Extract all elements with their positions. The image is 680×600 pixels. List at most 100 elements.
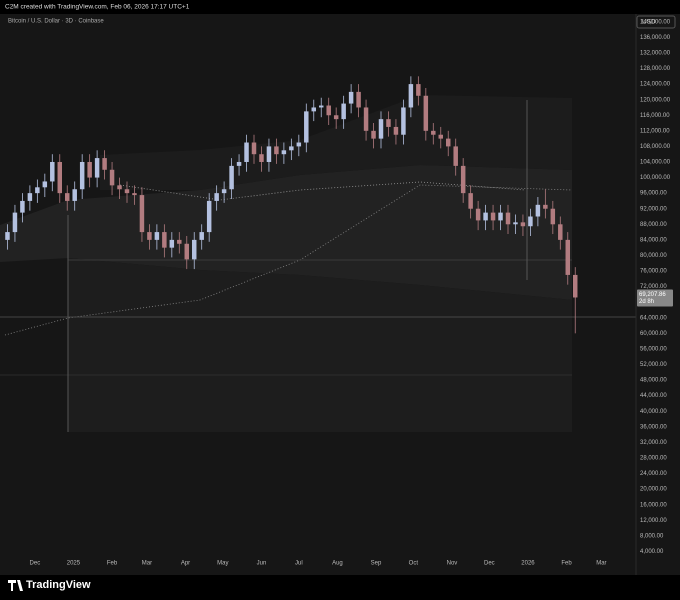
candle-body [139,195,145,233]
y-tick-label: 92,000.00 [640,206,667,212]
y-tick-label: 8,000.00 [640,533,664,539]
y-tick-label: 24,000.00 [640,471,667,477]
y-tick-label: 84,000.00 [640,237,667,243]
candle-body [318,105,324,108]
y-tick-label: 4,000.00 [640,549,664,555]
y-tick-label: 80,000.00 [640,253,667,259]
y-tick-label: 136,000.00 [640,35,671,41]
x-tick-label: Nov [447,561,458,567]
candle-body [423,95,429,131]
candle-body [50,161,55,182]
candle-body [184,243,190,260]
candle-body [72,189,77,201]
y-tick-label: 140,000.00 [640,19,671,25]
candle-body [378,119,384,139]
candle-body [304,111,309,143]
candle-body [498,212,503,221]
y-tick-label: 60,000.00 [640,331,667,337]
candle-body [20,200,25,213]
candle-body [513,222,518,225]
y-tick-label: 108,000.00 [640,144,671,150]
candle-body [57,161,63,194]
candle-body [468,193,473,209]
candle-body [408,84,414,108]
y-tick-label: 52,000.00 [640,362,667,368]
candle-body [438,134,444,139]
candle-body [393,126,399,135]
candle-body [191,239,197,260]
logo-mark [8,580,23,591]
candle-body [5,232,10,240]
candle-body [475,208,481,221]
candle-body [214,193,219,201]
candle-body [572,274,578,298]
y-tick-label: 104,000.00 [640,160,671,166]
countdown: 2d 8h [639,299,654,305]
x-tick-label: Oct [409,561,419,567]
candle-body [460,165,466,194]
candle-body [35,187,40,194]
candle-body [177,239,182,244]
y-tick-label: 72,000.00 [640,284,667,290]
y-tick-label: 124,000.00 [640,82,671,88]
candle-body [27,193,33,201]
candle-body [162,232,167,248]
x-tick-label: Feb [107,561,118,567]
x-tick-label: Mar [596,561,606,567]
candle-body [236,161,242,166]
x-tick-label: Mar [142,561,152,567]
candle-body [520,222,526,227]
candle-body [229,165,234,190]
y-tick-label: 76,000.00 [640,269,667,275]
y-tick-label: 48,000.00 [640,378,667,384]
candle-body [333,115,339,120]
y-tick-label: 120,000.00 [640,97,671,103]
y-tick-label: 44,000.00 [640,393,667,399]
candle-body [266,146,272,162]
candle-body [87,161,92,178]
candle-body [109,169,115,186]
candle-body [550,208,556,225]
y-tick-label: 96,000.00 [640,191,667,197]
candle-body [386,119,391,127]
candle-body [251,142,257,155]
currency-box[interactable] [636,15,676,29]
x-tick-label: Feb [561,561,572,567]
candle-body [558,224,563,240]
x-tick-label: Apr [181,561,190,567]
candle-body [535,204,541,217]
x-tick-label: Aug [332,561,343,567]
candle-body [341,103,346,120]
candle-body [565,239,571,275]
candle-body [431,130,436,135]
currency: USD [642,19,656,26]
candle-body [147,232,152,240]
candle-body [348,91,354,104]
band-top [100,95,572,190]
y-tick-label: 116,000.00 [640,113,670,119]
candle-body [64,193,70,201]
candle-body [79,161,85,190]
last-price-box [637,289,673,307]
candle-body [154,232,160,240]
credit: C2M created with TradingView.com, Feb 06… [5,4,190,11]
candle-body [289,146,294,151]
x-tick-label: Dec [484,561,495,567]
candle-body [505,212,511,225]
y-tick-label: 132,000.00 [640,51,671,57]
symbol: Bitcoin / U.S. Dollar · 3D · Coinbase [8,19,104,25]
y-tick-label: 36,000.00 [640,424,667,430]
brand: TradingView [26,579,91,591]
candle-body [42,181,48,188]
y-tick-label: 128,000.00 [640,66,671,72]
candle-body [311,107,317,112]
candle-body [356,91,361,108]
candle-body [453,146,458,166]
band-lower [68,258,572,432]
candle-body [199,232,204,240]
candle-body [117,185,122,190]
candle-body [490,212,496,221]
x-tick-label: Dec [30,561,41,567]
x-tick-label: 2025 [67,561,81,567]
